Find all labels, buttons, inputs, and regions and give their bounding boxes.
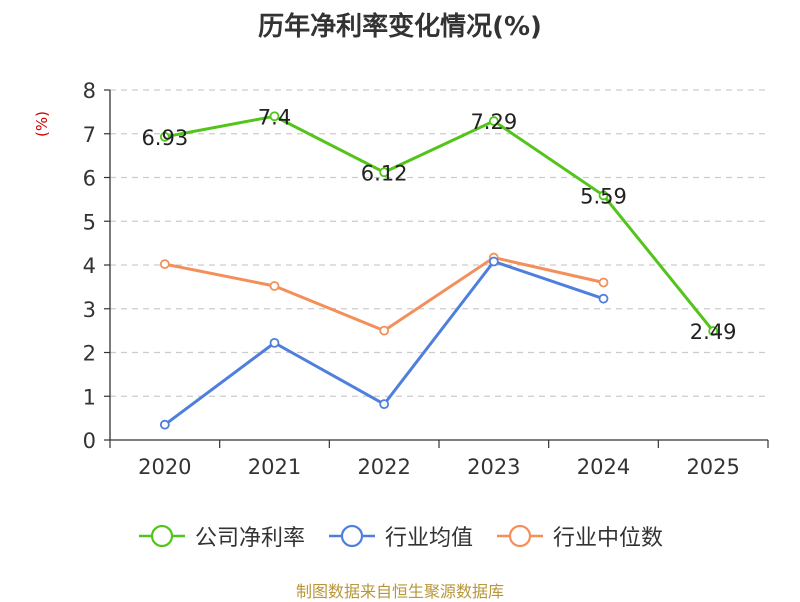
- legend-label: 行业均值: [384, 526, 473, 551]
- data-label: 2.49: [690, 320, 737, 344]
- legend: 公司净利率 行业均值 行业中位数: [0, 520, 800, 552]
- y-tick-label: 6: [83, 167, 96, 191]
- y-tick-label: 5: [83, 210, 96, 234]
- data-label: 6.12: [361, 161, 408, 185]
- data-point: [598, 293, 609, 304]
- data-label: 7.29: [470, 110, 517, 134]
- data-point: [269, 111, 280, 122]
- x-tick-label: 2023: [467, 455, 520, 479]
- legend-swatch-icon: [328, 524, 375, 548]
- data-point: [379, 167, 390, 178]
- y-tick-label: 3: [83, 298, 96, 322]
- legend-item[interactable]: 行业中位数: [495, 520, 663, 552]
- data-labels: 6.93 7.4 6.12 7.29 5.59 2.49: [141, 105, 736, 344]
- x-tick-label: 2020: [138, 455, 191, 479]
- series-line: [164, 256, 604, 333]
- legend-swatch-icon: [497, 524, 543, 548]
- data-point: [379, 325, 390, 336]
- data-point: [598, 190, 609, 201]
- line-chart: 0 1 2 3 4 5 6 7 8 2020 2021 2022 2023 2024 2025 6.93 7.…: [83, 79, 769, 479]
- source-footer: 制图数据来自恒生聚源数据库: [295, 582, 504, 601]
- data-label: 5.59: [580, 184, 627, 208]
- legend-swatch-marker: [340, 524, 364, 548]
- x-tick-label: 2024: [577, 455, 630, 479]
- data-point: [159, 131, 170, 142]
- legend-swatch-marker: [508, 524, 532, 548]
- y-tick-label: 4: [83, 254, 96, 278]
- legend-swatch-icon: [138, 524, 185, 548]
- data-point: [269, 337, 280, 348]
- data-point: [488, 116, 499, 126]
- x-tick-label: 2025: [686, 455, 739, 479]
- y-tick-label: 7: [83, 123, 96, 147]
- legend-item[interactable]: 行业均值: [327, 520, 473, 552]
- x-tick-label: 2022: [357, 455, 410, 479]
- y-tick-label: 1: [83, 385, 96, 409]
- series-line: [164, 114, 715, 333]
- chart-title: 历年净利率变化情况(%): [258, 12, 542, 42]
- data-point: [379, 399, 390, 410]
- series-lines: [159, 111, 719, 430]
- grid-lines: [110, 89, 768, 397]
- data-point: [598, 277, 609, 288]
- data-point: [708, 326, 719, 336]
- data-point: [159, 259, 170, 270]
- y-tick-label: 8: [83, 79, 96, 103]
- y-tick-label: 0: [83, 429, 96, 453]
- legend-item[interactable]: 公司净利率: [137, 520, 305, 552]
- y-tick-label: 2: [83, 342, 96, 366]
- legend-label: 行业中位数: [553, 526, 664, 551]
- data-label: 6.93: [141, 126, 188, 150]
- x-tick-label: 2021: [248, 455, 301, 479]
- data-point: [488, 256, 499, 267]
- data-point: [159, 419, 170, 430]
- legend-swatch-marker: [150, 524, 174, 548]
- data-label: 7.4: [258, 105, 291, 129]
- legend-label: 公司净利率: [194, 526, 305, 551]
- axes: 0 1 2 3 4 5 6 7 8 2020 2021 2022 2023 2024 2025: [83, 79, 769, 479]
- data-point: [269, 281, 280, 291]
